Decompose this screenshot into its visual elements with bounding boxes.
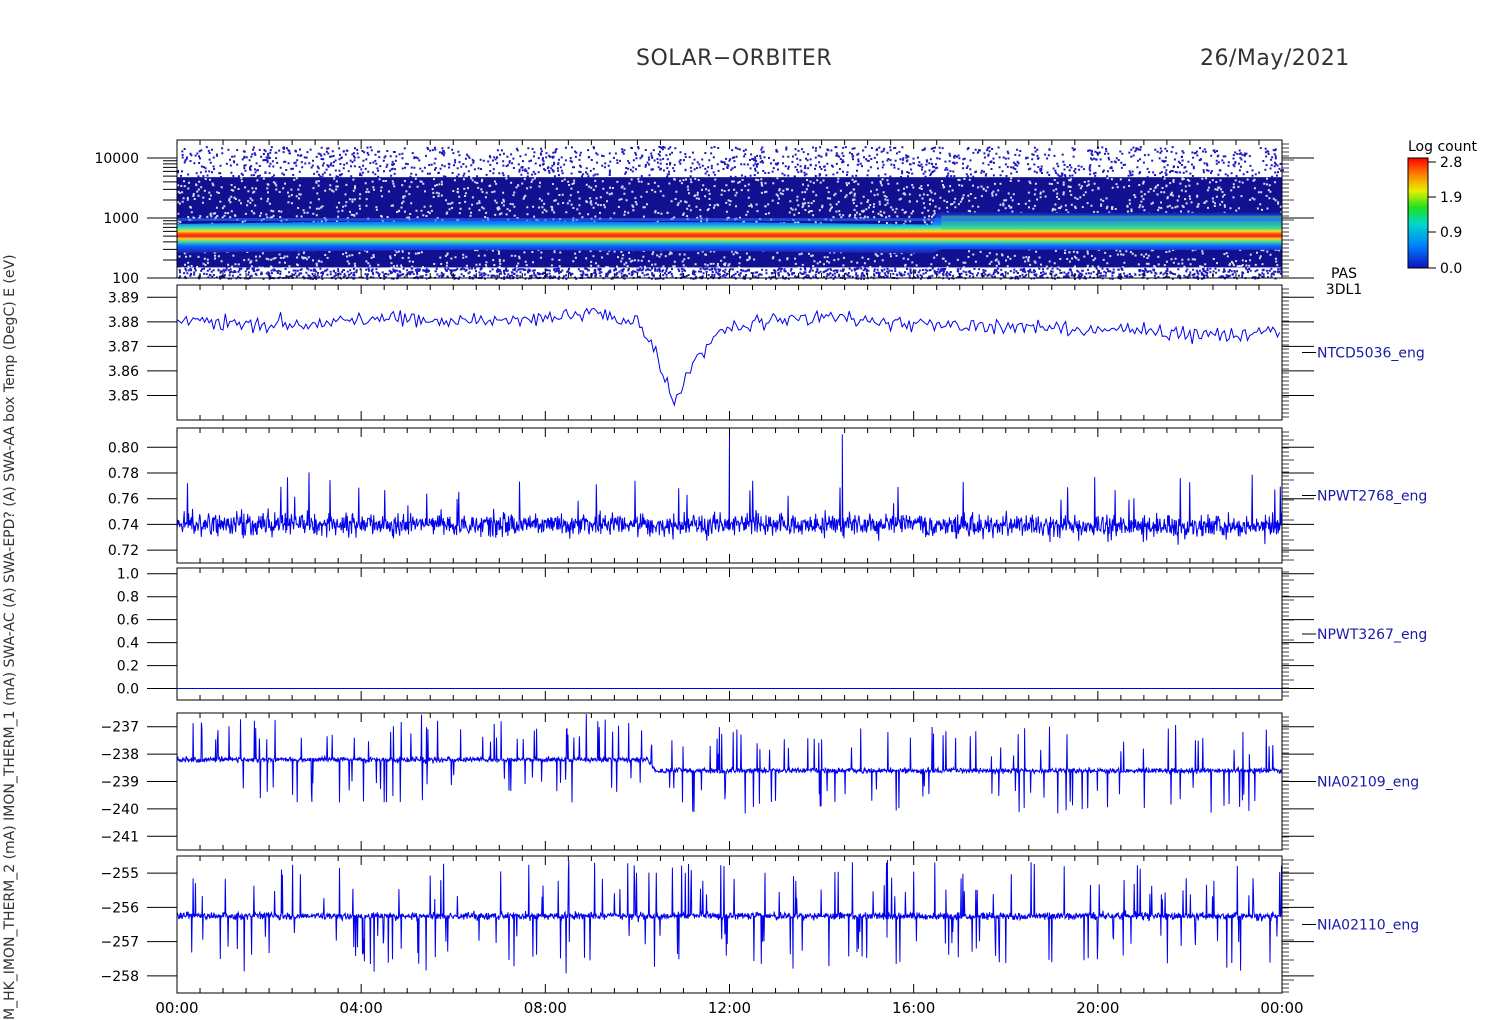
colorbar-tick-label: 0.9: [1440, 225, 1462, 241]
y-tick-label-NTCD5036_eng: 3.89: [108, 290, 139, 306]
colorbar-tick-label: 1.9: [1440, 190, 1462, 206]
trace-NIA02109_eng: [176, 714, 1282, 814]
x-tick-label: 16:00: [892, 999, 935, 1017]
side-label-3dl1: 3DL1: [1326, 282, 1362, 298]
y-tick-label-NIA02109_eng: −237: [101, 720, 139, 736]
x-tick-label: 00:00: [1260, 999, 1303, 1017]
spectrogram-enhancement: [941, 215, 1282, 230]
y-tick-label-NPWT3267_eng: 0.6: [117, 613, 139, 629]
right-ticks-PAS 3DL1: [1282, 143, 1294, 277]
y-tick-label-NPWT3267_eng: 1.0: [117, 567, 139, 583]
panel-frame-NIA02110_eng: [176, 855, 1283, 994]
right-ticks-NTCD5036_eng: [1282, 288, 1289, 418]
x-tick-label: 04:00: [340, 999, 383, 1017]
panel-frame-NPWT3267_eng: [176, 567, 1283, 701]
side-label-pas: PAS: [1331, 266, 1357, 282]
y-tick-label-NIA02109_eng: −241: [101, 829, 139, 845]
page-title: SOLAR−ORBITER: [636, 46, 833, 71]
side-label-NTCD5036_eng: NTCD5036_eng: [1317, 346, 1425, 362]
side-label-NIA02109_eng: NIA02109_eng: [1317, 775, 1419, 791]
y-tick-label-NIA02109_eng: −238: [101, 747, 139, 763]
trace-NPWT2768_eng: [176, 434, 1282, 545]
x-tick-label: 08:00: [524, 999, 567, 1017]
y-tick-label-NPWT3267_eng: 0.0: [117, 682, 139, 698]
y-tick-label-NPWT2768_eng: 0.76: [108, 492, 139, 508]
colorbar: [1407, 157, 1429, 269]
colorbar-title: Log count: [1408, 139, 1477, 155]
y-minor-ticks-spectrogram: [163, 160, 177, 261]
y-tick-label-PAS 3DL1: 1000: [103, 211, 139, 227]
side-label-NPWT3267_eng: NPWT3267_eng: [1317, 627, 1427, 643]
y-tick-label-NIA02109_eng: −239: [101, 775, 139, 791]
colorbar-tick-label: 2.8: [1440, 155, 1462, 171]
y-tick-label-NPWT3267_eng: 0.8: [117, 590, 139, 606]
trace-NTCD5036_eng: [176, 307, 1281, 407]
panel-frame-NIA02109_eng: [176, 712, 1283, 851]
y-tick-label-NPWT3267_eng: 0.4: [117, 636, 139, 652]
right-ticks-NIA02109_eng: [1282, 716, 1289, 850]
x-tick-label: 00:00: [155, 999, 198, 1017]
trace-NIA02110_eng: [176, 859, 1282, 974]
right-ticks-NIA02110_eng: [1282, 859, 1294, 993]
y-tick-label-NIA02110_eng: −255: [101, 866, 139, 882]
y-tick-label-NTCD5036_eng: 3.86: [108, 364, 139, 380]
colorbar-tick-label: 0.0: [1440, 261, 1462, 277]
y-tick-label-NIA02110_eng: −257: [101, 935, 139, 951]
y-tick-label-NTCD5036_eng: 3.85: [108, 388, 139, 404]
y-tick-label-PAS 3DL1: 10000: [94, 151, 139, 167]
y-tick-label-NIA02110_eng: −258: [101, 969, 139, 985]
y-tick-label-NTCD5036_eng: 3.87: [108, 339, 139, 355]
right-ticks-NPWT3267_eng: [1282, 571, 1294, 697]
y-tick-label-NPWT2768_eng: 0.78: [108, 466, 139, 482]
side-label-NIA02110_eng: NIA02110_eng: [1317, 918, 1419, 934]
y-tick-label-NIA02109_eng: −240: [101, 802, 139, 818]
left-axis-labels: M_HK_IMON_THERM_2 (mA) IMON_THERM_1 (mA)…: [2, 254, 18, 1020]
side-label-NPWT2768_eng: NPWT2768_eng: [1317, 489, 1427, 505]
y-tick-label-NPWT2768_eng: 0.74: [108, 517, 139, 533]
y-tick-label-NPWT3267_eng: 0.2: [117, 659, 139, 675]
y-tick-label-NIA02110_eng: −256: [101, 900, 140, 916]
panel-frame-NTCD5036_eng: [176, 284, 1283, 421]
spectrogram-secondary-band: [177, 218, 1282, 222]
y-tick-label-NPWT2768_eng: 0.80: [108, 440, 139, 456]
y-tick-label-NPWT2768_eng: 0.72: [108, 543, 139, 559]
x-tick-label: 12:00: [708, 999, 751, 1017]
x-tick-label: 20:00: [1076, 999, 1119, 1017]
y-tick-label-PAS 3DL1: 100: [112, 271, 139, 287]
right-ticks-NPWT2768_eng: [1282, 431, 1294, 561]
y-tick-label-NTCD5036_eng: 3.88: [108, 315, 139, 331]
date-label: 26/May/2021: [1200, 46, 1350, 71]
